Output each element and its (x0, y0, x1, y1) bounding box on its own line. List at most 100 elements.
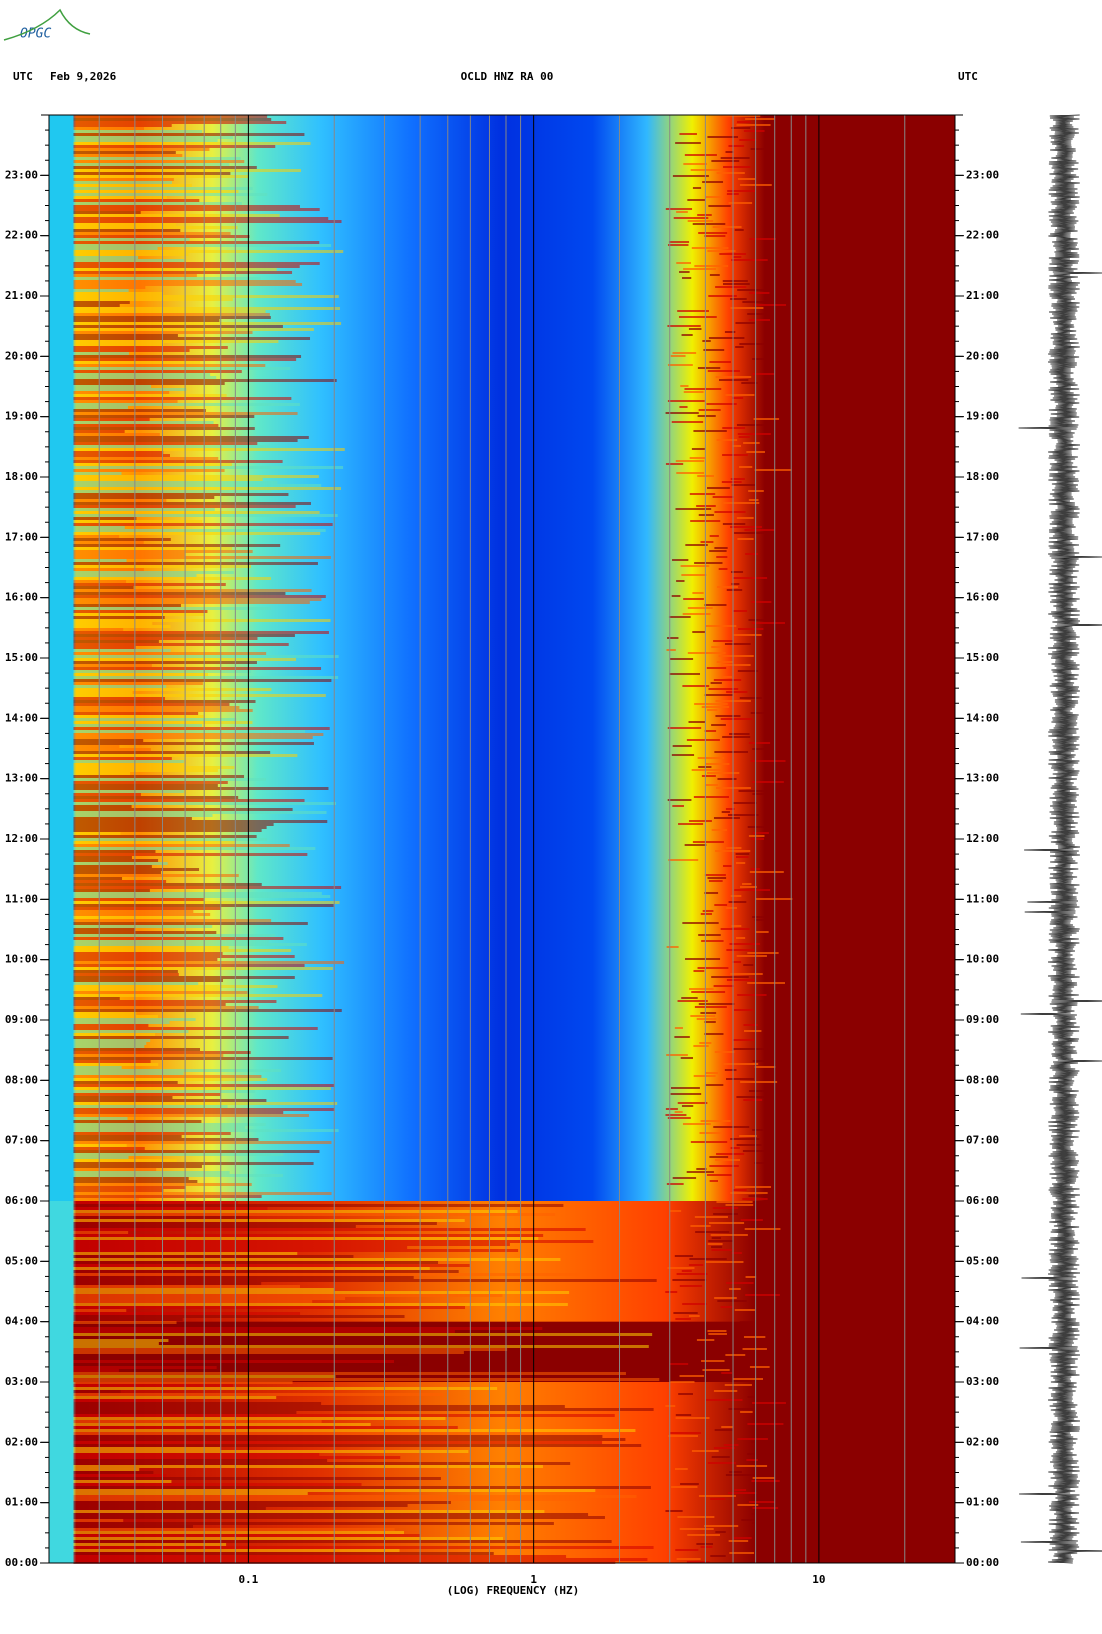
spectrum-stripe (73, 1006, 259, 1009)
spectrum-stripe (73, 673, 208, 676)
spectrum-stripe (73, 481, 278, 484)
spectrum-edge (701, 706, 730, 708)
spectrum-stripe (73, 157, 241, 160)
logo-swoosh (3, 8, 91, 41)
spectrum-edge (669, 1363, 689, 1365)
spectrum-edge (666, 946, 679, 948)
spectrum-edge (734, 1009, 753, 1011)
spectrum-stripe (73, 409, 206, 412)
spectrum-edge (725, 847, 742, 849)
spectrum-stripe (73, 928, 135, 931)
spectrum-edge (732, 577, 768, 579)
spectrum-edge (672, 805, 684, 807)
spectrum-stripe (73, 175, 249, 178)
spectrum-edge (753, 418, 780, 420)
spectrum-edge (729, 733, 750, 735)
y-tick-label: 06:00 (966, 1194, 999, 1207)
spectrum-edge (689, 988, 714, 990)
spectrum-edge (704, 235, 726, 237)
spectrum-edge (694, 562, 723, 564)
spectrum-stripe (73, 595, 326, 598)
spectrum-edge (706, 667, 727, 669)
y-tick-label: 16:00 (5, 591, 38, 604)
spectrum-stripe (73, 580, 127, 583)
spectrum-edge (694, 265, 729, 267)
spectrum-stripe (73, 214, 280, 217)
spectrum-stripe (73, 655, 339, 658)
spectrum-stripe (73, 1027, 318, 1030)
spectrum-stripe (73, 1459, 328, 1462)
spectrum-edge (665, 1510, 683, 1512)
spectrum-stripe (73, 826, 267, 829)
spectrum-edge (667, 400, 705, 402)
spectrum-stripe (73, 181, 172, 184)
spectrum-edge (736, 1144, 762, 1146)
spectrum-edge (744, 1030, 762, 1032)
spectrum-stripe (73, 1132, 231, 1135)
spectrum-edge (743, 1024, 758, 1026)
spectrum-edge (689, 493, 716, 495)
y-tick-label: 17:00 (966, 530, 999, 543)
spectrum-stripe (73, 967, 333, 970)
spectrum-stripe (73, 1450, 469, 1453)
spectrum-stripe (73, 745, 120, 748)
spectrum-edge (683, 163, 707, 165)
spectrum-stripe (73, 856, 132, 859)
spectrum-edge (685, 958, 721, 960)
spectrum-edge (667, 637, 679, 639)
x-tick-label: 0.1 (238, 1573, 258, 1586)
spectrum-edge (737, 1438, 768, 1440)
y-tick-label: 19:00 (5, 410, 38, 423)
spectrum-edge (739, 697, 762, 699)
spectrum-edge (671, 595, 681, 597)
spectrum-edge (755, 1420, 766, 1422)
chart-title: OCLD HNZ RA 00 (461, 70, 554, 83)
spectrum-edge (739, 139, 757, 141)
spectrum-stripe (73, 1291, 570, 1294)
y-tick-label: 03:00 (966, 1375, 999, 1388)
spectrum-edge (682, 685, 710, 687)
spectrum-edge (736, 1465, 768, 1467)
spectrum-edge (708, 1222, 745, 1224)
spectrum-edge (718, 1342, 751, 1344)
spectrum-edge (748, 1195, 783, 1197)
spectrum-stripe (73, 829, 262, 832)
spectrum-stripe (73, 1063, 159, 1066)
spectrum-edge (672, 745, 692, 747)
spectrum-edge (684, 388, 722, 390)
spectrum-stripe (73, 277, 261, 280)
spectrum-stripe (73, 373, 211, 376)
spectrum-stripe (73, 448, 345, 451)
spectrum-stripe (73, 1150, 320, 1153)
spectrum-stripe (73, 895, 331, 898)
spectrum-edge (700, 541, 714, 543)
spectrum-stripe (73, 934, 276, 937)
spectrum-edge (677, 1000, 708, 1002)
spectrum-edge (665, 1108, 678, 1110)
spectrum-stripe (73, 1393, 444, 1396)
spectrum-edge (688, 328, 702, 330)
spectrum-edge (665, 1114, 687, 1116)
spectrum-edge (725, 1204, 754, 1206)
spectrum-stripe (73, 796, 239, 799)
spectrum-edge (669, 658, 694, 660)
spectrum-edge (704, 892, 719, 894)
spectrum-edge (670, 1381, 695, 1383)
spectrum-stripe (73, 979, 224, 982)
spectrum-stripe (73, 1138, 259, 1141)
spectrum-edge (676, 1558, 701, 1560)
spectrum-stripe (73, 865, 152, 868)
y-tick-label: 18:00 (966, 470, 999, 483)
spectrum-edge (681, 997, 698, 999)
spectrum-edge (738, 790, 767, 792)
spectrum-stripe (73, 661, 257, 664)
spectrum-edge (730, 307, 764, 309)
spectrum-stripe (73, 1075, 262, 1078)
spectrum-stripe (73, 1261, 439, 1264)
y-tick-label: 13:00 (966, 772, 999, 785)
spectrum-edge (696, 1018, 717, 1020)
spectrum-stripe (73, 1267, 430, 1270)
spectrum-stripe (73, 391, 170, 394)
spectrum-edge (673, 1312, 698, 1314)
spectrum-stripe (73, 610, 208, 613)
